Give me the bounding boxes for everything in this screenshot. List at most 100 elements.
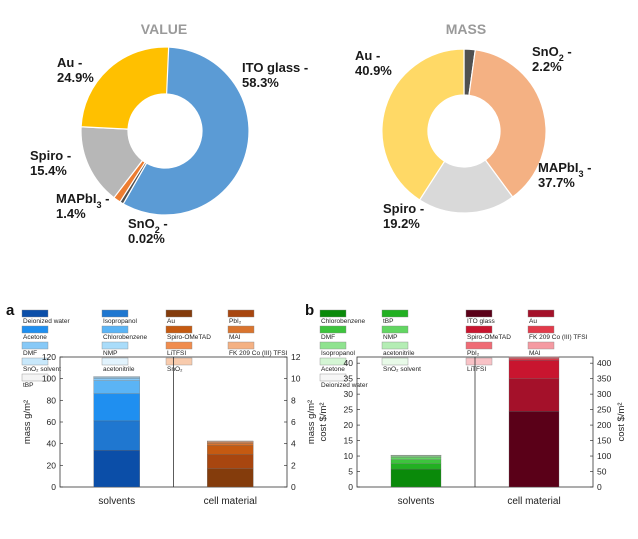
donut-slice [468,49,547,198]
bar-segment [207,442,254,446]
legend-swatch [21,309,49,318]
legend-label: Acetone [321,366,345,373]
slice-value-label: 1.4% [56,206,86,221]
y-tick-label: 20 [344,420,354,430]
legend-label: SnO₂ solvent [23,366,61,373]
legend-label: acetonitrile [103,366,135,373]
y-tick-label: 40 [344,358,354,368]
chart-title: VALUE [141,21,187,37]
legend-swatch [21,325,49,334]
bar-segment [508,356,560,358]
legend-label: tBP [383,318,393,325]
chart-title: MASS [446,21,486,37]
legend-swatch [381,325,409,334]
legend-label: MAI [229,334,241,341]
legend-swatch [319,325,347,334]
legend-label: Au [167,318,175,325]
y-tick-label: 100 [42,374,56,384]
category-label: cell material [507,496,560,507]
donut-slice [122,46,250,216]
legend-swatch [21,341,49,350]
y2-tick-label: 12 [291,352,301,362]
cost-bar-chart-panel-b: b Chlorobenzene tBP DMF NMP Isopropanol aceton… [305,302,627,507]
legend-swatch [165,325,193,334]
legend-label: Chlorobenzene [103,334,147,341]
legend-label: LiTFSI [467,366,486,373]
slice-label: Spiro - [383,201,424,216]
legend-swatch [101,357,129,366]
legend-label: Deionized water [321,382,368,389]
legend-label: NMP [383,334,397,341]
slice-label: Spiro - [30,148,71,163]
legend-swatch [21,357,49,366]
legend-swatch [381,309,409,318]
bar-segment [390,454,442,456]
legend-swatch [227,309,255,318]
y-tick-label: 40 [47,439,57,449]
y-tick-label: 25 [344,405,354,415]
legend-label: SnO₂ [167,366,183,373]
y-tick-label: 20 [47,460,57,470]
slice-label: SnO2 - [532,44,572,63]
slice-value-label: 19.2% [383,216,420,231]
legend-swatch [319,357,347,366]
y-axis-title: cost $/m² [318,402,329,441]
category-label: solvents [98,496,135,507]
y2-tick-label: 4 [291,439,296,449]
legend-label: FK 209 Co (III) TFSI [529,334,588,341]
legend-label: Deionized water [23,318,70,325]
slice-value-label: 15.4% [30,163,67,178]
legend-swatch [527,325,555,334]
legend-swatch [101,325,129,334]
slice-value-label: 0.02% [128,231,165,246]
legend-label: Spiro-OMeTAD [167,334,211,341]
y-tick-label: 10 [344,451,354,461]
bar-segment [508,411,560,488]
y2-tick-label: 400 [597,358,611,368]
value-donut-chart: VALUE ITO glass -58.3% SnO2 -0.02% MAPbI3 -… [30,21,308,246]
legend-swatch [319,341,347,350]
legend-swatch [227,341,255,350]
legend-label: Acetone [23,334,47,341]
y2-tick-label: 8 [291,395,296,405]
y2-axis-title: mass g/m² [306,400,317,444]
y2-tick-label: 10 [291,374,301,384]
legend-swatch [319,373,347,382]
bar-segment [390,463,442,470]
legend-swatch [165,357,193,366]
legend-label: Spiro-OMeTAD [467,334,511,341]
donut-slice [418,159,514,214]
y-axis-title: mass g/m² [22,400,33,444]
y-tick-label: 0 [51,482,56,492]
slice-value-label: 2.2% [532,59,562,74]
y2-axis-title: cost $/m² [616,402,627,441]
legend-label: tBP [23,382,33,389]
bar-segment [390,459,442,464]
slice-value-label: 40.9% [355,63,392,78]
legend-swatch [381,341,409,350]
y-tick-label: 120 [42,352,56,362]
mass-bar-chart-panel-a: a Deionized water Isopropanol Acetone Chloro… [6,302,317,507]
legend-swatch [527,341,555,350]
legend-swatch [319,309,347,318]
legend-label: acetonitrile [383,350,415,357]
y-tick-label: 80 [47,395,57,405]
legend-swatch [465,341,493,350]
mass-donut-chart: MASS SnO2 -2.2% MAPbI3 -37.7% Spiro -19.2% A… [355,21,591,231]
legend-swatch [227,325,255,334]
legend-label: Chlorobenzene [321,318,365,325]
y2-tick-label: 350 [597,374,611,384]
donut-slice [80,46,170,130]
legend-label: FK 209 Co (III) TFSI [229,350,288,357]
y-tick-label: 60 [47,417,57,427]
slice-value-label: 24.9% [57,70,94,85]
legend-swatch [381,357,409,366]
slice-label: Au - [355,48,380,63]
bar-segment [207,454,254,469]
legend-label: LiTFSI [167,350,186,357]
y-tick-label: 15 [344,436,354,446]
legend-swatch [101,309,129,318]
legend-label: NMP [103,350,117,357]
legend-swatch [465,325,493,334]
